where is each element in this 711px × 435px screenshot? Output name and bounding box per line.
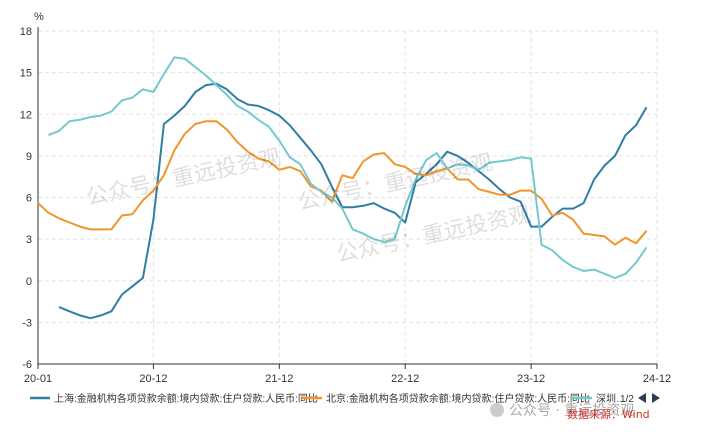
y-tick-labels: -6 -3 0 3 6 9 12 15 18: [20, 26, 32, 371]
series-line-shenzhen: [48, 56, 648, 279]
y-tick-label: 3: [26, 234, 32, 246]
x-tick-label: 23-12: [517, 373, 545, 385]
x-tick-label: 20-12: [139, 373, 167, 385]
watermarks: 公众号：重远投资观 公众号：重远投资观 公众号：重远投资观: [84, 145, 533, 268]
wechat-icon: [490, 403, 504, 417]
series-line-beijing: [37, 120, 648, 246]
y-tick-label: -6: [22, 359, 32, 371]
legend-next-arrow-icon[interactable]: [652, 393, 660, 403]
legend-label-shanghai[interactable]: 上海:金融机构各项贷款余额:境内贷款:住户贷款:人民币:同比: [54, 392, 318, 405]
watermark-text: 公众号：重远投资观: [296, 150, 495, 216]
x-tick-label: 22-12: [391, 373, 419, 385]
y-tick-label: 18: [20, 26, 32, 38]
x-tick-label: 20-01: [24, 373, 52, 385]
watermark-text: 公众号：重远投资观: [84, 145, 283, 211]
x-tick-label: 24-12: [643, 373, 671, 385]
y-tick-label: 6: [26, 193, 32, 205]
x-tick-labels: 20-01 20-12 21-12 22-12 23-12 24-12: [24, 373, 671, 385]
legend-label-shenzhen[interactable]: 深圳…: [596, 393, 626, 405]
legend-label-beijing[interactable]: 北京:金融机构各项贷款余额:境内贷款:住户贷款:人民币:同比: [326, 392, 590, 405]
footer-brand: 公众号 · 重远投资观: [509, 403, 634, 419]
data-source: 数据来源：Wind: [567, 407, 650, 421]
series-lines: [37, 56, 648, 320]
y-tick-label: 15: [20, 68, 32, 80]
y-tick-label: 12: [20, 109, 32, 121]
legend-prev-arrow-icon[interactable]: [638, 393, 646, 403]
legend-page-indicator: 1/2: [620, 394, 634, 405]
axes: [37, 27, 658, 369]
y-tick-label: 9: [26, 151, 32, 163]
y-tick-label: -3: [22, 317, 32, 329]
legend: 上海:金融机构各项贷款余额:境内贷款:住户贷款:人民币:同比 北京:金融机构各项…: [30, 392, 660, 405]
footer: 公众号 · 重远投资观 数据来源：Wind: [490, 403, 650, 421]
y-tick-label: 0: [26, 276, 32, 288]
x-tick-label: 21-12: [265, 373, 293, 385]
series-line-shanghai: [58, 82, 648, 320]
y-axis-unit: %: [34, 11, 44, 23]
